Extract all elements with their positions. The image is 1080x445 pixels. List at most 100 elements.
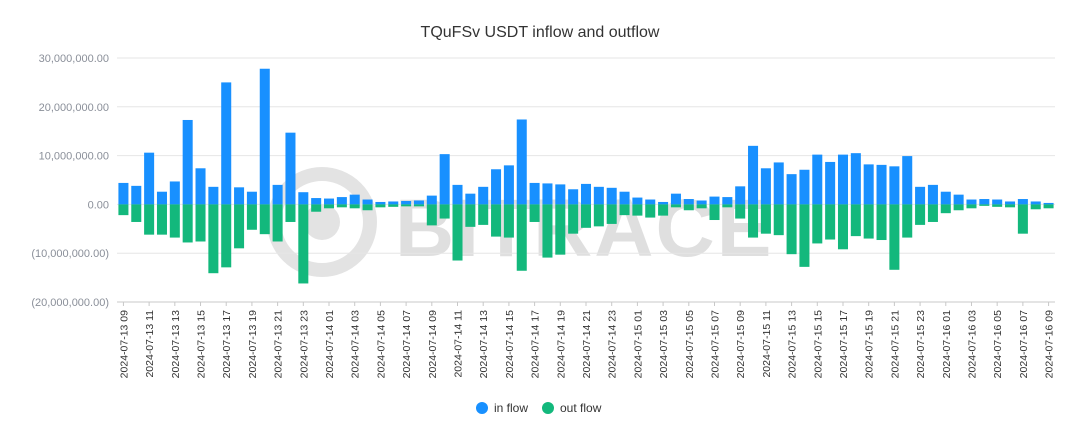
- inflow-bar[interactable]: [388, 201, 399, 205]
- inflow-bar[interactable]: [542, 183, 553, 205]
- outflow-bar[interactable]: [748, 204, 759, 238]
- inflow-bar[interactable]: [375, 201, 386, 205]
- inflow-bar[interactable]: [889, 166, 900, 205]
- outflow-bar[interactable]: [812, 204, 823, 244]
- inflow-bar[interactable]: [683, 199, 694, 205]
- inflow-bar[interactable]: [927, 184, 938, 205]
- inflow-bar[interactable]: [619, 191, 630, 205]
- outflow-bar[interactable]: [452, 204, 463, 261]
- inflow-bar[interactable]: [1005, 201, 1016, 205]
- outflow-bar[interactable]: [413, 204, 424, 207]
- inflow-bar[interactable]: [529, 182, 540, 205]
- inflow-bar[interactable]: [979, 199, 990, 205]
- outflow-bar[interactable]: [568, 204, 579, 234]
- inflow-bar[interactable]: [555, 184, 566, 205]
- outflow-bar[interactable]: [311, 204, 322, 212]
- outflow-bar[interactable]: [696, 204, 707, 209]
- inflow-bar[interactable]: [709, 196, 720, 205]
- outflow-bar[interactable]: [426, 204, 437, 226]
- outflow-bar[interactable]: [722, 204, 733, 208]
- inflow-bar[interactable]: [722, 197, 733, 205]
- inflow-bar[interactable]: [298, 192, 309, 205]
- outflow-bar[interactable]: [324, 204, 335, 209]
- outflow-bar[interactable]: [478, 204, 489, 225]
- inflow-bar[interactable]: [195, 168, 206, 205]
- inflow-bar[interactable]: [169, 181, 180, 205]
- inflow-bar[interactable]: [825, 161, 836, 205]
- outflow-bar[interactable]: [439, 204, 450, 219]
- inflow-bar[interactable]: [773, 162, 784, 205]
- outflow-bar[interactable]: [863, 204, 874, 239]
- outflow-bar[interactable]: [927, 204, 938, 222]
- outflow-bar[interactable]: [259, 204, 270, 235]
- legend-marker-in-flow[interactable]: [476, 402, 488, 414]
- inflow-bar[interactable]: [208, 186, 219, 205]
- outflow-bar[interactable]: [670, 204, 681, 208]
- inflow-bar[interactable]: [401, 200, 412, 205]
- outflow-bar[interactable]: [542, 204, 553, 258]
- inflow-bar[interactable]: [670, 193, 681, 205]
- inflow-bar[interactable]: [812, 154, 823, 205]
- inflow-bar[interactable]: [876, 164, 887, 205]
- outflow-bar[interactable]: [889, 204, 900, 270]
- inflow-bar[interactable]: [491, 169, 502, 205]
- outflow-bar[interactable]: [1017, 204, 1028, 234]
- outflow-bar[interactable]: [786, 204, 797, 255]
- inflow-bar[interactable]: [902, 156, 913, 205]
- inflow-bar[interactable]: [426, 195, 437, 205]
- outflow-bar[interactable]: [799, 204, 810, 267]
- inflow-bar[interactable]: [953, 194, 964, 205]
- outflow-bar[interactable]: [606, 204, 617, 224]
- legend-label-in-flow[interactable]: in flow: [494, 401, 528, 415]
- inflow-bar[interactable]: [863, 164, 874, 205]
- outflow-bar[interactable]: [953, 204, 964, 211]
- inflow-bar[interactable]: [786, 174, 797, 205]
- inflow-bar[interactable]: [1043, 202, 1054, 205]
- outflow-bar[interactable]: [388, 204, 399, 207]
- outflow-bar[interactable]: [349, 204, 360, 209]
- outflow-bar[interactable]: [632, 204, 643, 216]
- outflow-bar[interactable]: [118, 204, 129, 216]
- outflow-bar[interactable]: [658, 204, 669, 216]
- outflow-bar[interactable]: [825, 204, 836, 240]
- inflow-bar[interactable]: [992, 199, 1003, 205]
- outflow-bar[interactable]: [169, 204, 180, 238]
- outflow-bar[interactable]: [966, 204, 977, 209]
- outflow-bar[interactable]: [195, 204, 206, 242]
- outflow-bar[interactable]: [375, 204, 386, 208]
- outflow-bar[interactable]: [272, 204, 283, 242]
- inflow-bar[interactable]: [259, 68, 270, 205]
- outflow-bar[interactable]: [580, 204, 592, 228]
- inflow-bar[interactable]: [272, 184, 283, 205]
- inflow-bar[interactable]: [915, 186, 926, 205]
- inflow-bar[interactable]: [850, 153, 861, 205]
- outflow-bar[interactable]: [876, 204, 887, 241]
- inflow-bar[interactable]: [1030, 201, 1041, 205]
- inflow-bar[interactable]: [645, 199, 656, 205]
- inflow-bar[interactable]: [452, 184, 463, 205]
- outflow-bar[interactable]: [735, 204, 746, 219]
- outflow-bar[interactable]: [144, 204, 155, 235]
- inflow-bar[interactable]: [606, 187, 617, 205]
- inflow-bar[interactable]: [503, 165, 514, 205]
- outflow-bar[interactable]: [401, 204, 412, 207]
- outflow-bar[interactable]: [992, 204, 1003, 207]
- outflow-bar[interactable]: [156, 204, 167, 235]
- inflow-bar[interactable]: [1017, 199, 1028, 205]
- inflow-bar[interactable]: [144, 152, 155, 205]
- outflow-bar[interactable]: [503, 204, 514, 238]
- outflow-bar[interactable]: [285, 204, 296, 222]
- inflow-bar[interactable]: [439, 154, 450, 205]
- inflow-bar[interactable]: [478, 186, 489, 205]
- inflow-bar[interactable]: [246, 191, 257, 205]
- outflow-bar[interactable]: [234, 204, 245, 249]
- inflow-bar[interactable]: [324, 198, 335, 205]
- legend[interactable]: in flow out flow: [476, 401, 602, 415]
- inflow-bar[interactable]: [658, 201, 669, 205]
- outflow-bar[interactable]: [850, 204, 861, 237]
- inflow-bar[interactable]: [336, 197, 347, 205]
- inflow-bar[interactable]: [182, 119, 193, 205]
- outflow-bar[interactable]: [837, 204, 848, 250]
- inflow-bar[interactable]: [748, 145, 759, 205]
- inflow-bar[interactable]: [735, 186, 746, 205]
